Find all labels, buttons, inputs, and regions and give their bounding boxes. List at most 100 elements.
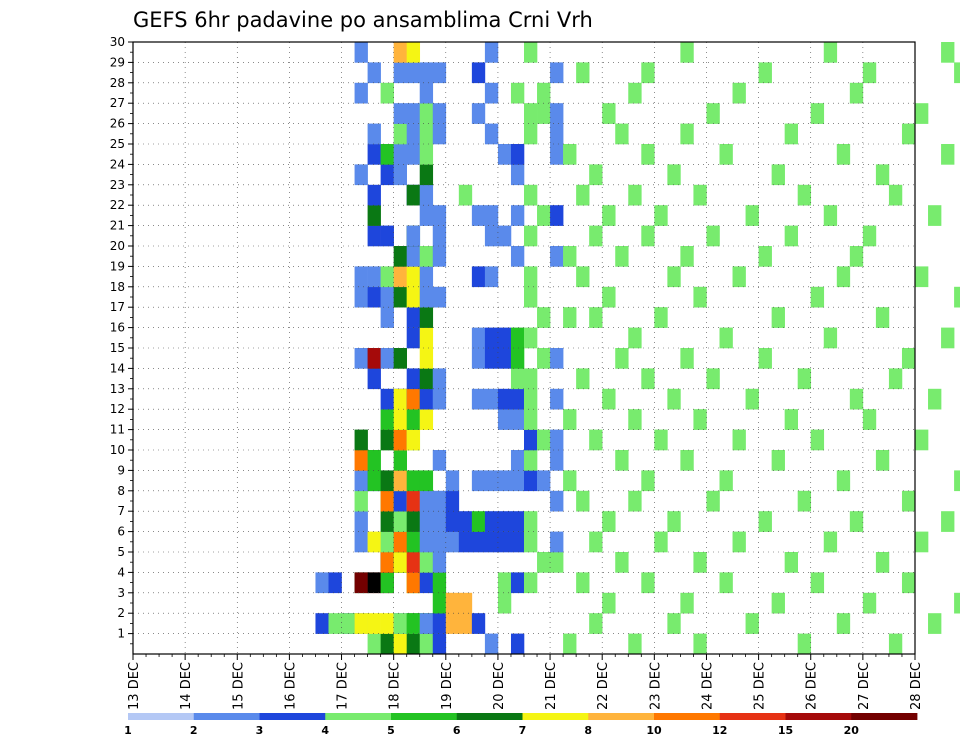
heatmap-cell [380,266,394,288]
legend-label: 4 [321,724,329,737]
heatmap-cell [550,429,564,451]
heatmap-cell [537,307,551,328]
heatmap-cell [406,246,421,267]
heatmap-cell [862,592,877,614]
heatmap-cell [524,123,538,145]
heatmap-cell [510,409,525,430]
heatmap-cell [406,266,421,288]
heatmap-cell [354,470,368,492]
heatmap-cell [719,470,733,492]
heatmap-cell [484,205,499,226]
y-tick-label: 27 [110,96,125,110]
heatmap-cell [784,225,798,247]
heatmap-cell [510,531,525,553]
heatmap-cell [719,572,733,594]
heatmap-cell [524,450,538,471]
heatmap-cell [550,450,564,471]
heatmap-cell [484,327,499,349]
heatmap-cell [380,286,394,308]
heatmap-cell [941,511,955,532]
heatmap-cell [862,62,877,84]
heatmap-cell [432,572,447,594]
heatmap-cell [380,633,394,655]
y-tick-label: 30 [110,35,125,49]
heatmap-cell [550,103,564,124]
heatmap-cell [367,266,381,288]
heatmap-cell [563,409,577,430]
heatmap-cell [406,552,421,573]
heatmap-cell [732,82,746,104]
x-tick-label: 26 DEC [805,662,820,710]
heatmap-cell [484,348,499,369]
heatmap-cell [641,225,655,247]
y-tick-label: 25 [110,137,125,151]
heatmap-cell [550,246,564,267]
heatmap-cell [510,450,525,471]
heatmap-cell [862,225,877,247]
heatmap-cell [471,348,486,369]
heatmap-cell [888,633,903,655]
heatmap-cell [406,184,421,206]
heatmap-cell [354,429,368,451]
heatmap-cell [784,123,798,145]
heatmap-cell [367,184,381,206]
heatmap-cell [419,205,434,226]
heatmap-cell [823,531,838,553]
heatmap-cell [315,572,329,594]
heatmap-cell [693,409,707,430]
heatmap-cell [406,613,421,634]
y-tick-label: 5 [117,545,125,559]
heatmap-cell [510,511,525,532]
heatmap-cell [458,592,473,614]
legend-label: 8 [584,724,592,737]
y-tick-label: 17 [110,300,125,314]
heatmap-cell [484,511,499,532]
heatmap-cell [380,164,394,186]
heatmap-cell [589,164,603,186]
heatmap-cell [406,429,421,451]
heatmap-cell [484,42,499,63]
heatmap-cell [497,511,512,532]
heatmap-cell [823,327,838,349]
heatmap-cell [419,82,434,104]
heatmap-cell [393,348,407,369]
heatmap-cell [484,470,499,492]
heatmap-cell [941,42,955,63]
legend-swatch [128,713,195,720]
y-tick-label: 20 [110,239,125,253]
heatmap-cell [888,368,903,390]
y-tick-label: 12 [110,402,125,416]
heatmap-cell [745,205,759,226]
heatmap-cell [419,144,434,165]
heatmap-cell [380,572,394,594]
heatmap-cell [393,144,407,165]
heatmap-cell [432,62,447,84]
heatmap-cell [471,205,486,226]
heatmap-cell [380,429,394,451]
heatmap-cell [445,613,460,634]
heatmap-cell [445,511,460,532]
heatmap-cell [510,368,525,390]
heatmap-cell [354,572,368,594]
heatmap-cell [497,348,512,369]
heatmap-cell [380,552,394,573]
heatmap-cell [419,572,434,594]
heatmap-cell [419,184,434,206]
heatmap-cell [641,144,655,165]
heatmap-cell [941,144,955,165]
y-tick-label: 4 [117,565,125,579]
heatmap-cells [315,42,960,655]
heatmap-cell [432,205,447,226]
heatmap-cell [758,246,772,267]
heatmap-cell [706,225,720,247]
heatmap-cell [602,286,616,308]
heatmap-cell [497,572,512,594]
heatmap-cell [901,490,916,512]
legend-swatch [588,713,655,720]
y-tick-label: 22 [110,198,125,212]
y-tick-label: 28 [110,76,125,90]
heatmap-cell [576,490,590,512]
heatmap-cell [393,266,407,288]
heatmap-cell [524,266,538,288]
heatmap-cell [810,286,825,308]
